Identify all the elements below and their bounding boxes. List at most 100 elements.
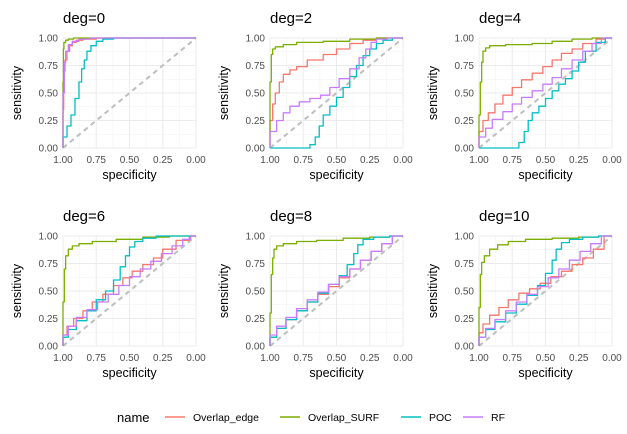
roc-curve-overlap-surf: [269, 37, 403, 148]
x-tick-label: 0.25: [569, 155, 589, 166]
y-tick-label: 1.00: [39, 232, 59, 243]
roc-curve-overlap-surf: [478, 37, 612, 148]
y-tick-label: 0.00: [455, 144, 475, 155]
roc-curve-rf: [62, 235, 196, 346]
roc-curve-poc: [62, 37, 196, 148]
x-tick-label: 0.50: [536, 353, 556, 364]
legend-item-rf: RF: [463, 412, 505, 424]
reference-diagonal-line: [269, 235, 404, 347]
roc-curve-rf: [62, 37, 196, 148]
x-tick-label: 0.50: [327, 155, 347, 166]
x-tick-label: 0.00: [186, 353, 206, 364]
y-tick-label: 0.00: [39, 144, 59, 155]
y-tick-label: 0.25: [39, 314, 59, 325]
x-tick-label: 1.00: [53, 155, 73, 166]
y-tick-label: 0.00: [246, 342, 266, 353]
panel-deg-8: 1.00 0.75 0.50 0.25 0.00 0.00 0.25 0.50 0.75 1.00…: [217, 208, 413, 380]
panel-title: deg=10: [479, 208, 529, 225]
panel-title: deg=0: [63, 10, 105, 27]
legend-item-overlap-surf: Overlap_SURF: [280, 412, 379, 424]
x-tick-label: 0.75: [503, 155, 523, 166]
x-tick-label: 1.00: [469, 155, 489, 166]
y-tick-label: 0.25: [455, 314, 475, 325]
x-tick-label: 0.00: [602, 353, 622, 364]
y-tick-label: 0.25: [455, 116, 475, 127]
x-tick-label: 0.25: [153, 353, 173, 364]
x-tick-label: 0.50: [327, 353, 347, 364]
y-tick-label: 1.00: [455, 34, 475, 45]
reference-diagonal-line: [478, 235, 613, 347]
y-tick-label: 0.50: [39, 89, 59, 100]
y-tick-label: 1.00: [246, 232, 266, 243]
y-axis-title: sensitivity: [217, 263, 231, 318]
x-tick-label: 0.25: [360, 353, 380, 364]
y-tick-label: 0.25: [246, 116, 266, 127]
x-axis-title: specificity: [518, 366, 573, 380]
panel-title: deg=8: [270, 208, 312, 225]
y-tick-label: 0.75: [246, 259, 266, 270]
reference-diagonal-line: [269, 37, 404, 149]
y-tick-label: 0.75: [39, 259, 59, 270]
x-tick-label: 0.50: [120, 155, 140, 166]
x-tick-label: 0.50: [120, 353, 140, 364]
x-axis-title: specificity: [102, 366, 157, 380]
x-axis-title: specificity: [102, 168, 157, 182]
legend-item-poc: POC: [401, 412, 452, 424]
roc-curve-rf: [269, 235, 403, 346]
reference-diagonal-line: [478, 37, 613, 149]
legend-label-overlap-surf: Overlap_SURF: [308, 412, 379, 424]
panel-deg-4: 1.00 0.75 0.50 0.25 0.00 0.00 0.25 0.50 0.75 1.00…: [426, 10, 622, 182]
roc-curve-overlap-surf: [478, 235, 612, 346]
y-axis-title: sensitivity: [426, 263, 440, 318]
y-tick-label: 0.75: [455, 259, 475, 270]
roc-curve-overlap-surf: [62, 37, 196, 148]
roc-curve-rf: [478, 37, 612, 148]
x-tick-label: 0.50: [536, 155, 556, 166]
y-axis-title: sensitivity: [217, 65, 231, 120]
panel-deg-6: 1.00 0.75 0.50 0.25 0.00 0.00 0.25 0.50 0.75 1.00…: [10, 208, 206, 380]
panel-deg-2: 1.00 0.75 0.50 0.25 0.00 0.00 0.25 0.50 0.75 1.00…: [217, 10, 413, 182]
y-tick-label: 0.50: [455, 89, 475, 100]
x-axis-title: specificity: [309, 168, 364, 182]
x-tick-label: 0.25: [153, 155, 173, 166]
y-axis-title: sensitivity: [10, 263, 24, 318]
x-tick-label: 0.00: [186, 155, 206, 166]
roc-curve-overlap-edge: [478, 235, 612, 346]
panels: 1.00 0.75 0.50 0.25 0.00 0.00 0.25 0.50 0.75 1.00…: [10, 10, 622, 380]
panel-deg-0: 1.00 0.75 0.50 0.25 0.00 0.00 0.25 0.50 0.75 1.00…: [10, 10, 206, 182]
legend-label-overlap-edge: Overlap_edge: [193, 412, 259, 424]
legend-label-poc: POC: [429, 412, 452, 424]
y-tick-label: 0.50: [39, 287, 59, 298]
x-tick-label: 0.25: [569, 353, 589, 364]
roc-curve-poc: [270, 37, 403, 149]
y-tick-label: 0.50: [246, 89, 266, 100]
y-tick-label: 0.25: [246, 314, 266, 325]
panel-title: deg=2: [270, 10, 312, 27]
legend-title: name: [117, 410, 150, 425]
reference-diagonal-line: [62, 235, 197, 347]
roc-curve-overlap-edge: [478, 37, 612, 148]
roc-curve-overlap-edge: [269, 37, 403, 148]
x-tick-label: 0.75: [294, 155, 314, 166]
y-tick-label: 0.50: [455, 287, 475, 298]
panel-title: deg=4: [479, 10, 521, 27]
roc-curve-rf: [269, 37, 403, 148]
legend: name Overlap_edge Overlap_SURF POC RF: [117, 410, 505, 425]
y-tick-label: 0.50: [246, 287, 266, 298]
x-tick-label: 0.75: [294, 353, 314, 364]
x-tick-label: 0.75: [87, 353, 107, 364]
x-tick-label: 1.00: [53, 353, 73, 364]
x-tick-label: 1.00: [469, 353, 489, 364]
x-tick-label: 1.00: [260, 353, 280, 364]
y-tick-label: 1.00: [39, 34, 59, 45]
x-tick-label: 0.00: [602, 155, 622, 166]
roc-curve-rf: [478, 235, 612, 346]
x-tick-label: 1.00: [260, 155, 280, 166]
x-tick-label: 0.00: [393, 353, 413, 364]
y-tick-label: 1.00: [246, 34, 266, 45]
panel-deg-10: 1.00 0.75 0.50 0.25 0.00 0.00 0.25 0.50 0.75 1.00…: [426, 208, 622, 380]
y-tick-label: 0.00: [39, 342, 59, 353]
y-tick-label: 0.25: [39, 116, 59, 127]
x-tick-label: 0.00: [393, 155, 413, 166]
